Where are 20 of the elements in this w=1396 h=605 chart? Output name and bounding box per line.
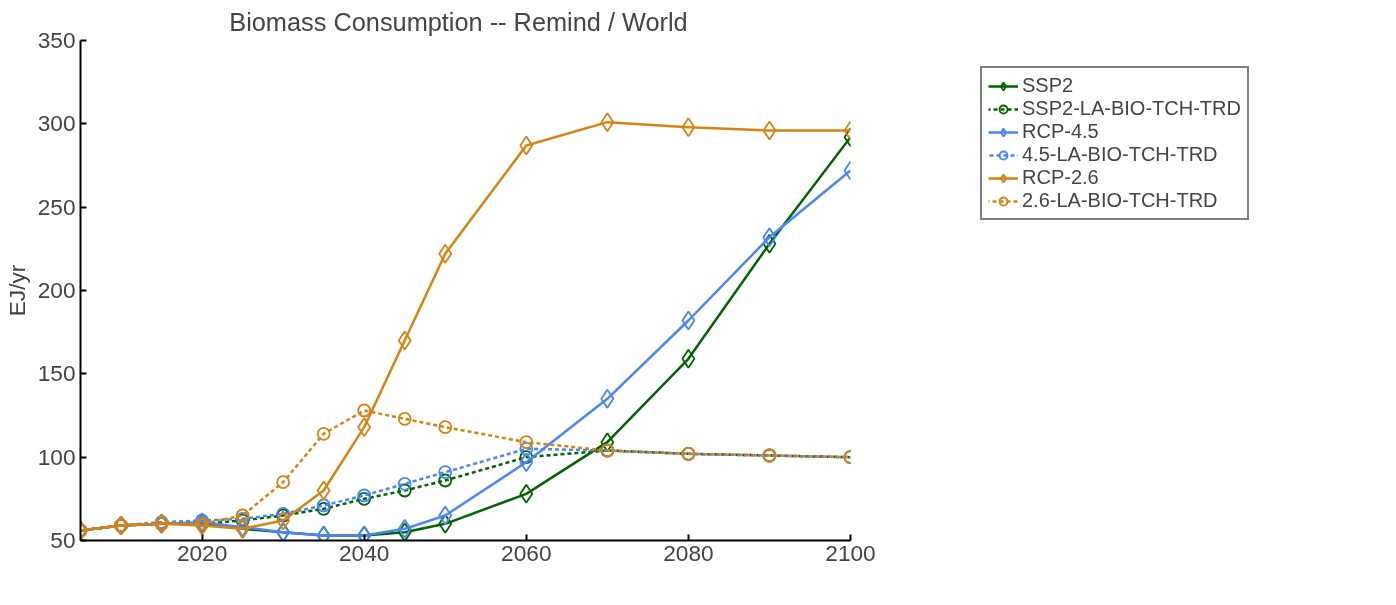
x-tick-label: 2020 — [176, 539, 228, 566]
chart-title: Biomass Consumption -- Remind / World — [229, 7, 688, 36]
y-tick-label: 250 — [37, 193, 76, 220]
y-tick-label: 150 — [37, 360, 76, 387]
legend-label: SSP2 — [1022, 74, 1074, 97]
x-tick-label: 2060 — [501, 539, 552, 566]
x-tick-label: 2080 — [663, 539, 714, 566]
y-axis-title: EJ/yr — [3, 264, 30, 317]
y-tick-label: 50 — [50, 527, 76, 553]
legend-label: SSP2-LA-BIO-TCH-TRD — [1022, 97, 1241, 120]
x-tick-label: 2040 — [338, 539, 390, 566]
y-tick-label: 300 — [37, 110, 76, 137]
y-tick-label: 350 — [37, 27, 76, 53]
legend-label: 4.5-LA-BIO-TCH-TRD — [1022, 143, 1218, 166]
legend-label: RCP-4.5 — [1022, 120, 1099, 143]
legend-label: RCP-2.6 — [1022, 166, 1099, 189]
y-tick-label: 100 — [37, 443, 76, 470]
legend-label: 2.6-LA-BIO-TCH-TRD — [1022, 189, 1218, 212]
x-tick-label: 2100 — [825, 539, 876, 566]
y-tick-label: 200 — [37, 277, 76, 303]
